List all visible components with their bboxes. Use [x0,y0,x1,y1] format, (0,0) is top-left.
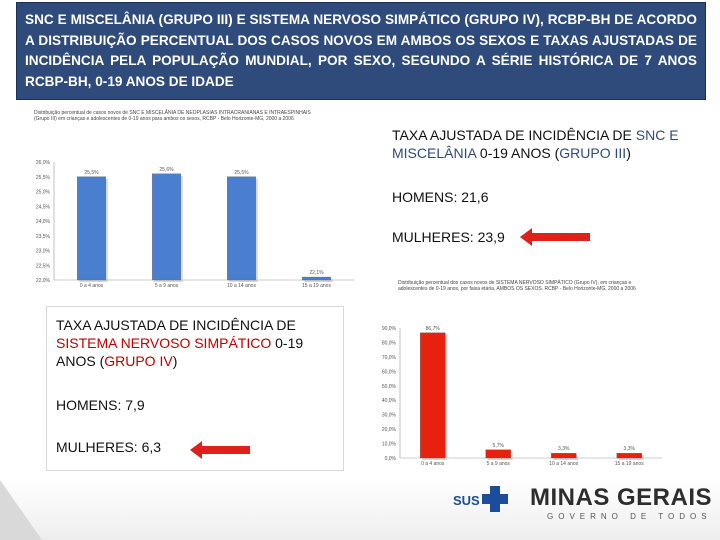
header-banner: SNC E MISCELÂNIA (GRUPO III) E SISTEMA N… [16,2,706,100]
chart2-bar [420,332,446,459]
snc-box-title: TAXA AJUSTADA DE INCIDÊNCIA DE SNC E MIS… [392,127,679,161]
chart2-ytick-label: 50,0% [382,384,397,390]
chart1-ytick-label: 24,0% [36,219,51,225]
chart1-category-label: 5 a 9 anos [155,283,179,289]
header-title: SNC E MISCELÂNIA (GRUPO III) E SISTEMA N… [25,12,697,89]
chart2-bar [616,453,642,459]
sns-box-title: TAXA AJUSTADA DE INCIDÊNCIA DE SISTEMA N… [56,317,304,369]
snc-homens-value: HOMENS: 21,6 [392,189,489,205]
footer-bar [0,478,720,540]
chart1-ytick-label: 22,5% [36,263,51,269]
chart1-category-label: 0 a 4 anos [80,283,104,289]
sns-homens-value: HOMENS: 7,9 [56,397,145,413]
chart1-ytick-label: 24,5% [36,204,51,210]
chart2-ytick-label: 80,0% [382,340,397,346]
chart1-ytick-label: 23,0% [36,249,51,255]
chart2-ytick-label: 60,0% [382,369,397,375]
snc-incidence-box: TAXA AJUSTADA DE INCIDÊNCIA DE SNC E MIS… [386,118,692,278]
chart2-bar [485,449,511,459]
chart2-title: Distribuição percentual dos casos novos … [398,279,636,292]
chart2-category-label: 10 a 14 anos [549,461,578,466]
chart2-ytick-label: 10,0% [382,442,397,448]
sns-incidence-box: TAXA AJUSTADA DE INCIDÊNCIA DE SISTEMA N… [46,306,344,471]
chart1-bar [302,276,331,281]
chart2-value-label: 3,3% [558,446,570,452]
chart1-value-label: 25,5% [234,170,249,176]
chart1-category-label: 10 a 14 anos [227,283,256,289]
chart1-ytick-label: 25,0% [36,190,51,196]
chart2-ytick-label: 0,0% [385,456,397,462]
chart1-ytick-label: 22,0% [36,278,51,284]
sus-cross-icon [482,486,508,512]
minas-gerais-logo: MINAS GERAIS [530,484,713,511]
chart2-ytick-label: 90,0% [382,326,397,332]
chart1-value-label: 25,5% [84,170,99,176]
chart2-ytick-label: 30,0% [382,413,397,419]
chart1-bar [227,176,256,281]
sns-bar-chart: Distribuição percentual dos casos novos … [382,279,662,466]
chart2-ytick-label: 70,0% [382,355,397,361]
chart2-category-label: 0 a 4 anos [421,461,445,466]
chart2-ytick-label: 40,0% [382,398,397,404]
chart2-value-label: 3,3% [624,446,636,452]
chart1-ytick-label: 25,5% [36,175,51,181]
chart1-bar-shadow [304,279,333,282]
chart2-value-label: 86,7% [426,326,441,332]
chart1-category-label: 15 a 19 anos [302,283,331,289]
chart2-category-label: 15 a 19 anos [615,461,644,466]
sns-arrow-icon [190,441,250,459]
chart2-value-label: 5,7% [493,443,505,449]
chart1-title: Distribuição percentual de casos novos d… [34,109,311,122]
chart2-ytick-label: 20,0% [382,427,397,433]
chart1-bar [152,173,181,281]
snc-mulheres-value: MULHERES: 23,9 [392,229,505,245]
governo-de-todos-text: GOVERNO DE TODOS [547,512,712,521]
snc-bar-chart: Distribuição percentual de casos novos d… [34,109,354,289]
snc-arrow-icon [520,228,590,246]
chart1-value-label: 25,6% [159,167,174,173]
chart1-ytick-label: 26,0% [36,160,51,166]
chart2-bar [551,453,577,459]
chart2-category-label: 5 a 9 anos [487,461,511,466]
chart1-value-label: 22,1% [309,270,324,276]
sus-logo-text: SUS [453,493,480,508]
sns-mulheres-value: MULHERES: 6,3 [56,439,162,455]
chart1-bar [77,176,106,281]
corner-triangle-icon [0,480,42,540]
chart1-ytick-label: 23,5% [36,234,51,240]
